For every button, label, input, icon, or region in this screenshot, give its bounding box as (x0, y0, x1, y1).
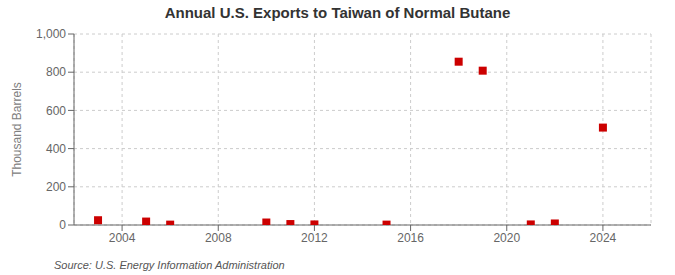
svg-text:800: 800 (46, 65, 66, 79)
svg-text:0: 0 (59, 218, 66, 232)
svg-text:2016: 2016 (397, 231, 424, 245)
svg-text:2008: 2008 (205, 231, 232, 245)
svg-text:600: 600 (46, 104, 66, 118)
html-text:Source: U.S. Energy Informatio: Source: U.S. Energy Information Administ… (54, 259, 285, 271)
svg-text:2004: 2004 (109, 231, 136, 245)
html-text:Annual U.S. Exports to Taiwan: Annual U.S. Exports to Taiwan of Normal … (164, 4, 511, 21)
svg-text:2020: 2020 (493, 231, 520, 245)
svg-text:Thousand Barrels: Thousand Barrels (10, 82, 24, 177)
svg-text:2012: 2012 (301, 231, 328, 245)
svg-text:2024: 2024 (590, 231, 617, 245)
svg-text:1,000: 1,000 (36, 27, 66, 41)
svg-text:200: 200 (46, 180, 66, 194)
svg-text:400: 400 (46, 142, 66, 156)
